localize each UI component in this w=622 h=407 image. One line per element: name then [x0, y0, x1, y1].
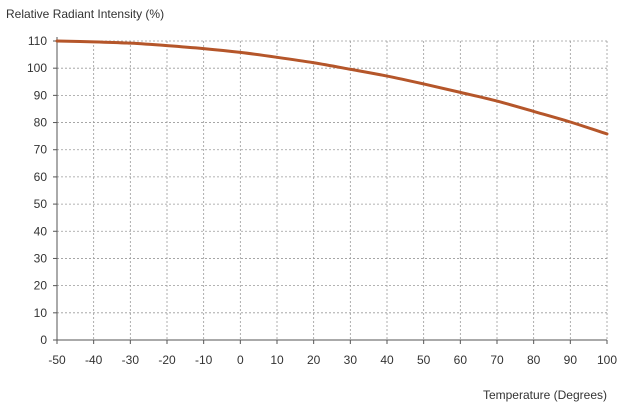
- x-tick-label: 10: [270, 353, 284, 367]
- x-tick-label: -20: [158, 353, 176, 367]
- y-axis-title: Relative Radiant Intensity (%): [6, 7, 164, 21]
- y-tick-labels: 0 10 20 30 40 50 60 70 80 90 100 110: [27, 34, 47, 347]
- y-tick-label: 100: [27, 61, 47, 75]
- x-tick-label: 0: [237, 353, 244, 367]
- x-tick-label: 40: [380, 353, 394, 367]
- x-tick-label: -50: [48, 353, 66, 367]
- x-tick-label: 90: [564, 353, 578, 367]
- series-layer: [55, 39, 609, 136]
- grid: [57, 40, 608, 340]
- x-tick-label: 80: [527, 353, 541, 367]
- y-tick-label: 90: [34, 88, 48, 102]
- y-tick-label: 60: [34, 170, 48, 184]
- x-tick-label: 50: [417, 353, 431, 367]
- y-tick-label: 50: [34, 197, 48, 211]
- y-tick-label: 110: [28, 34, 47, 48]
- x-tick-label: 70: [490, 353, 504, 367]
- y-tick-label: 20: [34, 279, 48, 293]
- x-tick-label: -30: [122, 353, 140, 367]
- x-tick-label: 30: [344, 353, 358, 367]
- x-tick-label: 60: [454, 353, 468, 367]
- x-axis-title: Temperature (Degrees): [483, 388, 607, 402]
- x-tick-label: 20: [307, 353, 321, 367]
- y-tick-label: 0: [40, 333, 47, 347]
- series-line: [55, 39, 609, 136]
- y-tick-label: 80: [34, 116, 48, 130]
- x-tick-label: 100: [597, 353, 617, 367]
- x-tick-label: -10: [195, 353, 213, 367]
- y-tick-label: 70: [34, 143, 48, 157]
- y-tick-label: 40: [34, 224, 48, 238]
- x-tick-labels: -50 -40 -30 -20 -10 0 10 20 30 40 50 60 70 80 90 100: [48, 353, 617, 367]
- axes: [53, 37, 608, 344]
- x-tick-label: -40: [85, 353, 103, 367]
- y-tick-label: 10: [34, 306, 48, 320]
- y-tick-label: 30: [34, 251, 48, 265]
